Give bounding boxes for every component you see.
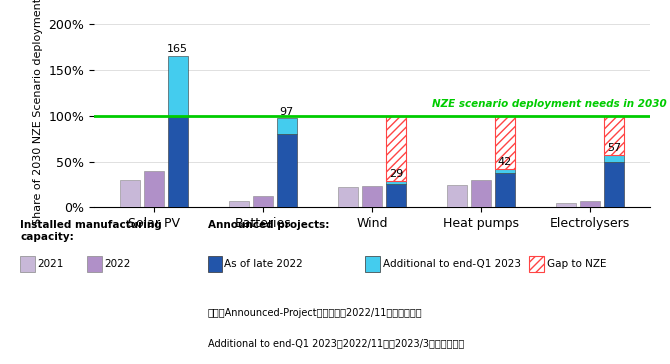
Bar [229, 201, 249, 207]
Bar [386, 183, 405, 207]
Bar [604, 155, 624, 162]
Bar [362, 186, 382, 207]
Bar [604, 116, 624, 155]
Text: （注）Announced-Project　　　　：2022/11末までの公表: （注）Announced-Project ：2022/11末までの公表 [208, 308, 422, 317]
Text: 97: 97 [279, 107, 294, 116]
Text: Gap to NZE: Gap to NZE [547, 259, 606, 269]
Bar [447, 185, 467, 207]
Bar [386, 181, 405, 183]
Bar [495, 169, 515, 174]
Bar [168, 116, 188, 207]
Text: 42: 42 [498, 157, 512, 167]
Bar [144, 171, 163, 207]
Text: 57: 57 [607, 143, 621, 153]
Text: 165: 165 [168, 44, 188, 54]
Bar [604, 162, 624, 207]
Text: Installed manufacturing
capacity:: Installed manufacturing capacity: [20, 220, 162, 242]
Text: Additional to end-Q1 2023: Additional to end-Q1 2023 [383, 259, 521, 269]
Text: As of late 2022: As of late 2022 [224, 259, 304, 269]
Text: 29: 29 [389, 169, 403, 179]
Bar [386, 116, 405, 181]
Text: 2021: 2021 [37, 259, 63, 269]
Bar [495, 174, 515, 207]
Text: Additional to end-Q1 2023：2022/11末～2023/3末までに公表: Additional to end-Q1 2023：2022/11末～2023/… [208, 339, 464, 348]
Bar [277, 118, 297, 134]
Bar [338, 187, 358, 207]
Text: NZE scenario deployment needs in 2030: NZE scenario deployment needs in 2030 [432, 99, 667, 109]
Bar [168, 56, 188, 116]
Bar [495, 116, 515, 169]
Bar [120, 180, 139, 207]
Bar [556, 203, 576, 207]
Y-axis label: Share of 2030 NZE Scenario deployment: Share of 2030 NZE Scenario deployment [33, 0, 43, 225]
Text: Announced projects:: Announced projects: [208, 220, 329, 230]
Bar [277, 134, 297, 207]
Bar [580, 201, 600, 207]
Bar [253, 197, 273, 207]
Bar [471, 180, 490, 207]
Text: 2022: 2022 [104, 259, 130, 269]
